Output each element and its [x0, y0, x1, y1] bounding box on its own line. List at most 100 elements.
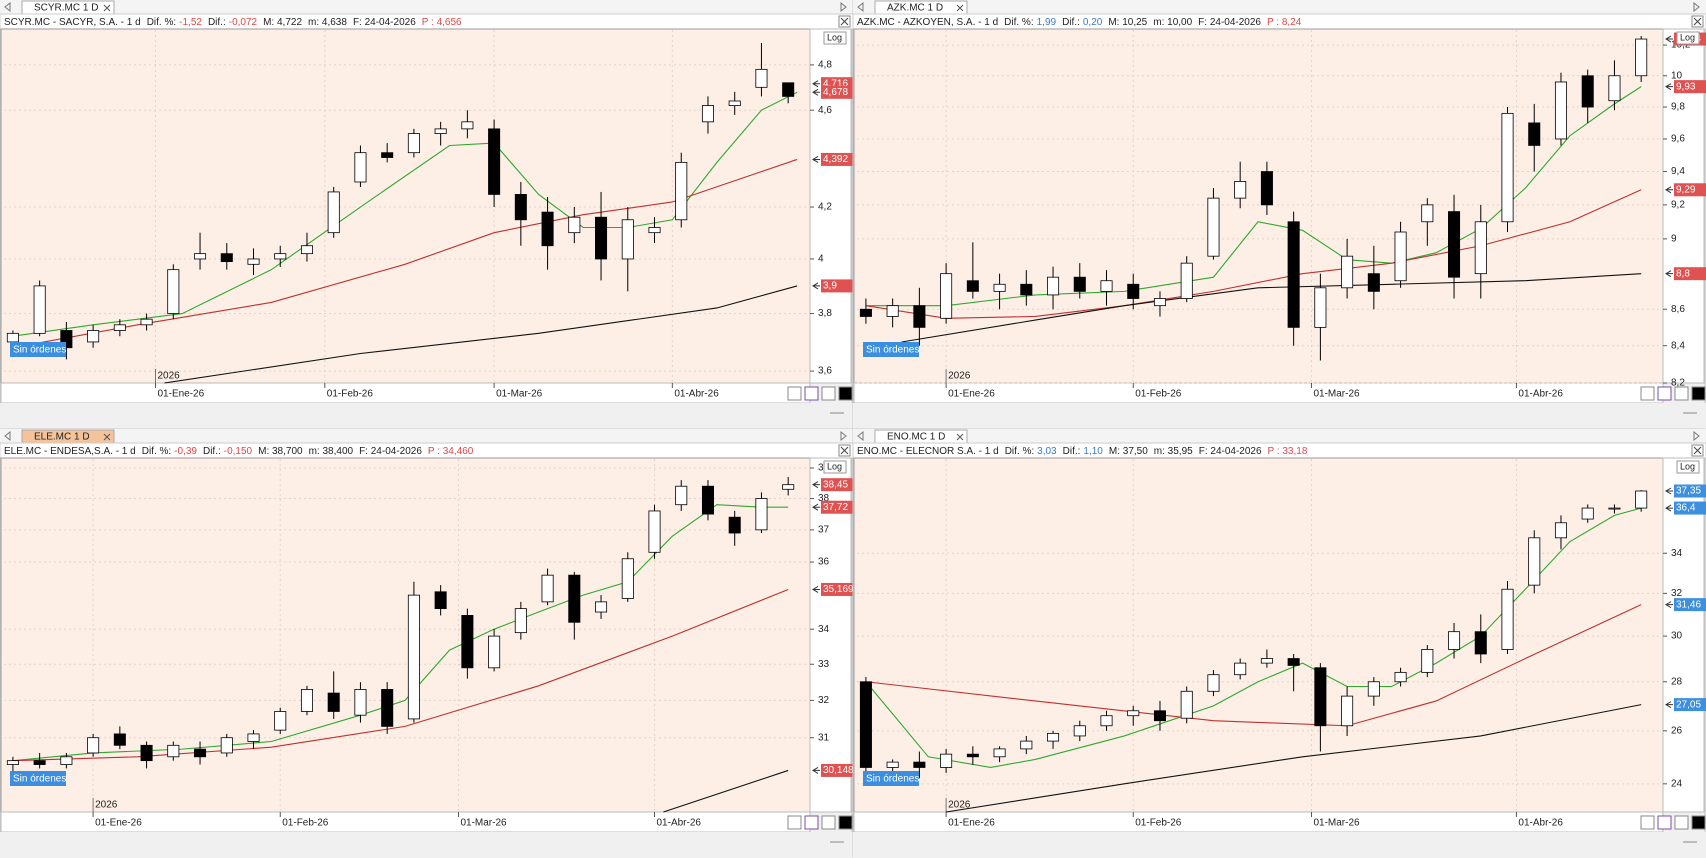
tab-scroll-right[interactable] [840, 430, 847, 442]
panel-close-x[interactable] [840, 17, 849, 26]
orders-button-label: Sin órdenes [13, 345, 66, 356]
tab-label: ENO.MC 1 D [887, 432, 945, 443]
toolbar-icon[interactable] [787, 386, 802, 401]
header-date: F: 24-04-2026 [359, 446, 422, 457]
log-toggle[interactable] [823, 31, 847, 45]
x-tick-label: 01-Mar-26 [1313, 389, 1360, 400]
toolbar-icon[interactable] [821, 386, 836, 401]
tab-scroll-left[interactable] [4, 1, 11, 13]
price-tag [1674, 698, 1706, 712]
y-tick-label: 9,6 [1671, 134, 1685, 145]
candle-body [701, 485, 714, 515]
candle-body [407, 133, 420, 154]
candle-body [913, 761, 926, 768]
price-tag [1674, 598, 1706, 612]
panel-close-x[interactable] [1693, 17, 1702, 26]
y-tick-label: 32 [818, 695, 830, 706]
candle-body [1367, 681, 1380, 697]
candle-body [595, 216, 608, 260]
tab-scroll-right[interactable] [1693, 1, 1700, 13]
price-tag-label: 4,716 [823, 78, 848, 89]
tab-bar [0, 0, 853, 14]
price-tag [1674, 484, 1706, 498]
toolbar-icon[interactable] [1691, 386, 1706, 401]
candle-body [381, 152, 394, 158]
x-tick-label: 01-Mar-26 [496, 389, 543, 400]
tab-close[interactable] [103, 433, 111, 441]
price-tag [821, 500, 854, 514]
y-tick-label: 31 [818, 732, 830, 743]
toolbar-icon[interactable] [838, 386, 853, 401]
tab-close[interactable] [956, 4, 964, 12]
y-tick-label: 9 [1671, 234, 1677, 245]
toolbar-icon[interactable] [1674, 815, 1689, 830]
x-tick-label: 01-Feb-26 [1135, 818, 1182, 829]
moving-average [901, 273, 1642, 343]
moving-average [865, 189, 1642, 319]
header-date: F: 24-04-2026 [353, 17, 416, 28]
y-tick-label: 30 [1671, 631, 1683, 642]
y-tick-label: 34 [1671, 548, 1683, 559]
candle-body [1127, 710, 1140, 717]
price-tag [821, 763, 854, 777]
candle-body [194, 748, 207, 758]
orders-button[interactable] [10, 771, 66, 786]
tab-close[interactable] [103, 4, 111, 12]
toolbar-icon[interactable] [821, 815, 836, 830]
orders-button[interactable] [863, 342, 919, 357]
x-tick-label: 01-Ene-26 [948, 818, 995, 829]
y-tick-label: 26 [1671, 725, 1683, 736]
log-toggle[interactable] [823, 460, 847, 474]
toolbar-icon[interactable] [838, 815, 853, 830]
candle-body [354, 689, 367, 716]
status-strip [0, 403, 853, 429]
toolbar-icon[interactable] [804, 815, 819, 830]
y-tick-label: 9,8 [1671, 102, 1685, 113]
price-tag-label: 37,72 [823, 502, 848, 513]
tab-scroll-right[interactable] [840, 1, 847, 13]
toolbar-icon[interactable] [1674, 386, 1689, 401]
price-tag [821, 582, 854, 596]
toolbar-icon[interactable] [1640, 386, 1655, 401]
candle-body [1207, 197, 1220, 257]
candle-body [274, 711, 287, 731]
tab-scroll-left[interactable] [857, 430, 864, 442]
price-tag-arrow [812, 80, 820, 88]
price-tag-arrow [1665, 186, 1673, 194]
candle-body [33, 285, 46, 334]
tab-scroll-left[interactable] [857, 1, 864, 13]
header-max: M: 37,50 [1109, 446, 1148, 457]
log-toggle[interactable] [1676, 460, 1700, 474]
candle-body [1581, 75, 1594, 108]
candle-body [1528, 122, 1541, 146]
panel-close-x[interactable] [1693, 446, 1702, 455]
candle-body [648, 510, 661, 553]
tab-scroll-right[interactable] [1693, 430, 1700, 442]
tab-scroll-left[interactable] [4, 430, 11, 442]
price-tag-label: 31,46 [1676, 599, 1701, 610]
toolbar-icon[interactable] [1657, 815, 1672, 830]
candle-body [755, 68, 768, 88]
candle-body [194, 253, 207, 260]
toolbar-icon[interactable] [804, 386, 819, 401]
candle-body [1394, 231, 1407, 282]
toolbar-icon[interactable] [787, 815, 802, 830]
toolbar-icon[interactable] [1657, 386, 1672, 401]
y-tick-label: 4,2 [818, 202, 832, 213]
log-toggle[interactable] [1676, 31, 1700, 45]
tab-close[interactable] [956, 433, 964, 441]
orders-button[interactable] [863, 771, 919, 786]
toolbar-icon[interactable] [1640, 815, 1655, 830]
orders-button[interactable] [10, 342, 66, 357]
candle-body [1127, 283, 1140, 299]
price-tag-label: 9,93 [1676, 81, 1696, 92]
toolbar-icon[interactable] [1691, 815, 1706, 830]
price-tag-label: 38,45 [823, 479, 848, 490]
header-dif-label: Dif.: [1063, 446, 1081, 457]
y-tick-label: 24 [1671, 778, 1683, 789]
tab-bar [853, 0, 1706, 14]
candle-body [1260, 171, 1273, 206]
candle-body [1608, 75, 1621, 102]
candle-body [327, 191, 340, 234]
panel-close-x[interactable] [840, 446, 849, 455]
